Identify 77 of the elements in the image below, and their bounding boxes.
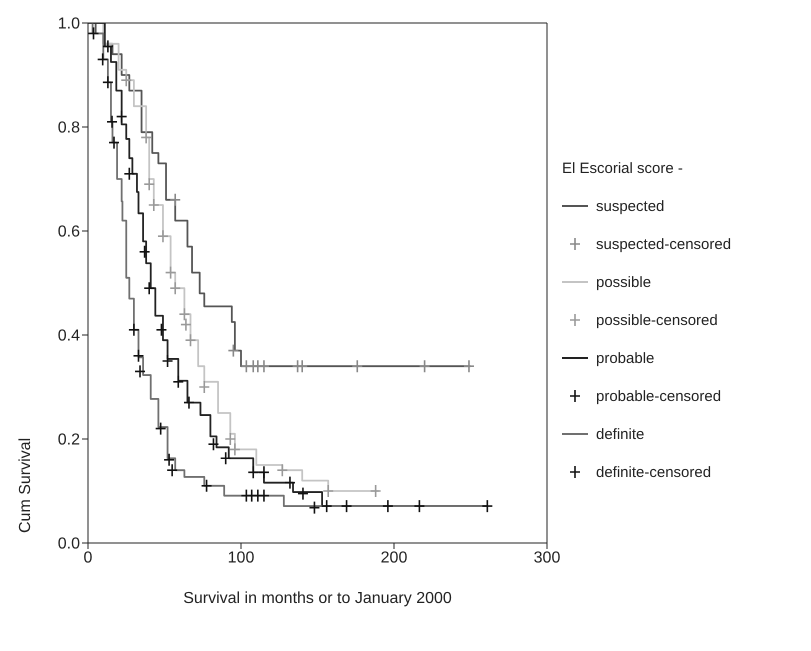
legend-label: probable-censored: [596, 388, 722, 404]
point: [169, 281, 182, 295]
point: [164, 266, 176, 280]
point: [200, 479, 212, 493]
point: [184, 333, 196, 347]
legend-label: probable: [596, 350, 654, 366]
x-tick-label: 0: [84, 549, 93, 566]
point: [163, 453, 175, 467]
point: [418, 359, 430, 373]
point: [228, 344, 240, 358]
point: [258, 488, 270, 502]
point: [138, 245, 150, 259]
point: [258, 359, 270, 373]
point: [284, 476, 296, 490]
point: [224, 432, 236, 446]
y-tick-label: 0.0: [58, 536, 80, 553]
point: [208, 437, 220, 451]
x-axis-title: Survival in months or to January 2000: [183, 590, 452, 607]
point: [463, 359, 475, 373]
point: [134, 364, 146, 378]
point: [414, 499, 426, 513]
point: [351, 359, 364, 373]
legend-label: possible-censored: [596, 312, 718, 328]
legend-label: possible: [596, 274, 652, 290]
legend-label: definite: [596, 426, 644, 442]
point: [297, 486, 309, 500]
point: [169, 193, 182, 207]
point: [157, 229, 169, 243]
point: [148, 198, 160, 212]
point: [482, 499, 494, 513]
point: [132, 349, 144, 363]
point: [258, 465, 270, 480]
y-tick-label: 0.6: [58, 224, 80, 241]
legend-label: suspected-censored: [596, 236, 732, 252]
point: [102, 40, 114, 54]
point: [108, 136, 120, 150]
point: [382, 499, 394, 513]
x-tick-label: 100: [228, 549, 254, 566]
point: [320, 499, 332, 513]
legend-label: definite-censored: [596, 464, 712, 480]
point: [340, 499, 352, 513]
point: [143, 281, 155, 295]
point: [166, 463, 178, 477]
x-tick-label: 200: [380, 549, 408, 566]
point: [178, 307, 190, 321]
point: [180, 318, 192, 332]
point: [106, 115, 118, 129]
y-tick-label: 0.2: [58, 432, 80, 449]
point: [143, 177, 155, 191]
y-tick-label: 0.8: [58, 120, 80, 137]
point: [128, 323, 140, 337]
point: [156, 323, 168, 337]
point: [276, 463, 288, 477]
point: [220, 451, 232, 466]
point: [96, 52, 108, 66]
point: [322, 484, 334, 498]
y-tick-label: 1.0: [58, 16, 80, 33]
point: [370, 484, 382, 498]
point: [198, 380, 210, 394]
x-tick-label: 300: [534, 549, 560, 566]
legend-title: El Escorial score -: [562, 160, 684, 177]
point: [120, 73, 132, 87]
point: [124, 167, 136, 181]
point: [88, 26, 100, 40]
legend-label: suspected: [596, 198, 664, 214]
point: [229, 442, 241, 456]
point: [172, 375, 184, 389]
point: [308, 500, 320, 514]
y-tick-label: 0.4: [58, 328, 80, 345]
point: [102, 75, 114, 90]
point: [162, 354, 174, 368]
point: [247, 465, 260, 480]
point: [140, 130, 152, 144]
point: [154, 422, 166, 436]
point: [183, 396, 195, 410]
point: [116, 110, 128, 124]
y-axis-title: Cum Survival: [17, 438, 34, 533]
